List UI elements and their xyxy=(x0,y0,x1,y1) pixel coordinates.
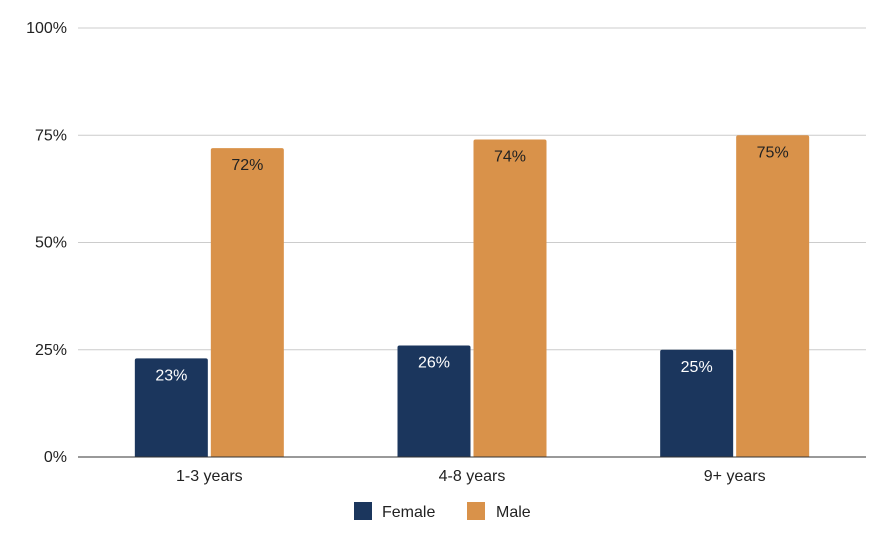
bar-female-1 xyxy=(134,358,208,457)
x-tick-label: 1-3 years xyxy=(176,468,243,485)
data-label-male: 75% xyxy=(757,144,789,161)
bar-male-3 xyxy=(736,135,810,457)
data-label-female: 25% xyxy=(681,359,713,376)
data-label-female: 26% xyxy=(418,354,450,371)
bar-female-2 xyxy=(397,345,471,457)
legend-label-male: Male xyxy=(496,504,531,521)
bar-female-3 xyxy=(660,349,734,457)
y-tick-label: 100% xyxy=(26,20,67,37)
x-tick-label: 9+ years xyxy=(704,468,766,485)
y-tick-label: 75% xyxy=(35,127,67,144)
legend-swatch-female xyxy=(354,502,372,520)
bar-male-2 xyxy=(473,139,547,458)
y-tick-label: 0% xyxy=(44,449,67,466)
bar-male-1 xyxy=(210,148,284,457)
data-label-female: 23% xyxy=(155,367,187,384)
gridlines xyxy=(78,27,866,351)
y-tick-label: 50% xyxy=(35,235,67,252)
bars xyxy=(134,135,810,458)
x-axis-tick-labels: 1-3 years 4-8 years 9+ years xyxy=(176,468,766,485)
data-label-male: 72% xyxy=(231,157,263,174)
x-tick-label: 4-8 years xyxy=(439,468,506,485)
y-axis-tick-labels: 0% 25% 50% 75% 100% xyxy=(26,20,67,466)
legend: Female Male xyxy=(354,502,531,521)
data-labels: 23% 72% 26% 74% 25% 75% xyxy=(155,144,788,384)
legend-swatch-male xyxy=(467,502,485,520)
legend-label-female: Female xyxy=(382,504,435,521)
y-tick-label: 25% xyxy=(35,342,67,359)
data-label-male: 74% xyxy=(494,149,526,166)
